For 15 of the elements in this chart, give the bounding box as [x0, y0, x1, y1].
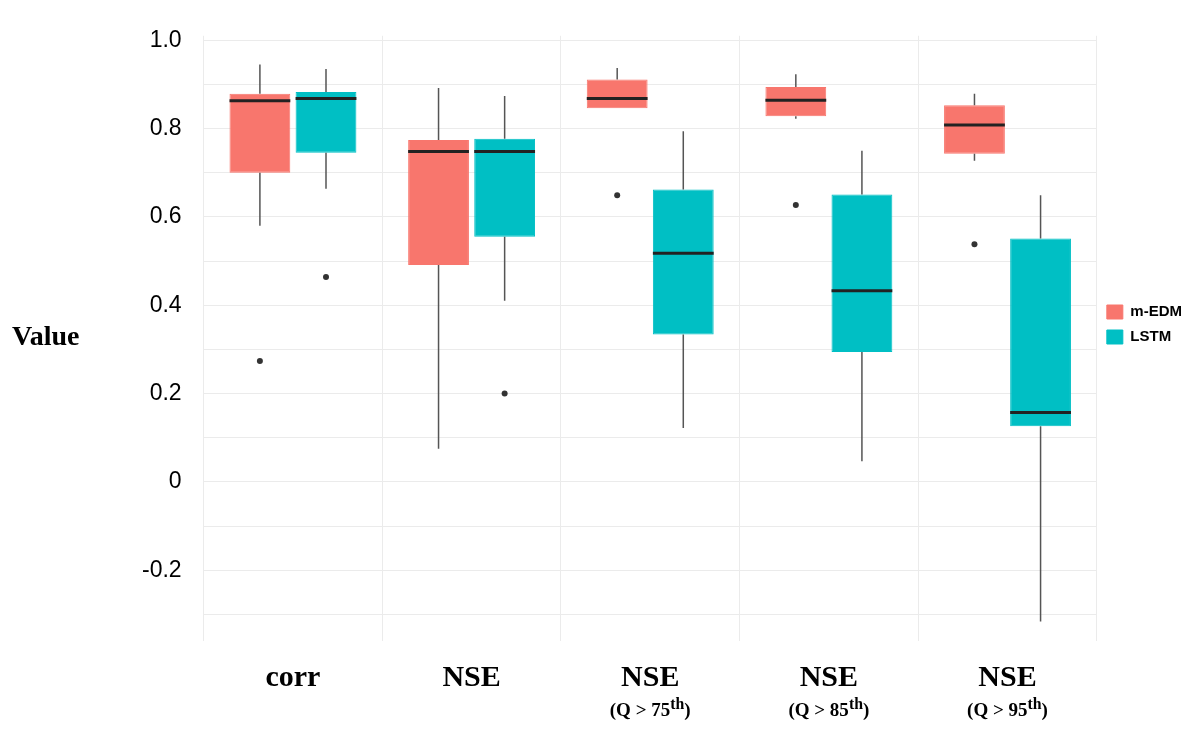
x-tick-label: NSE (Q > 85$^{th}$) [788, 659, 870, 722]
x-tick-label: NSE (Q > 75$^{th}$) [609, 659, 691, 722]
y-tick-label: -0.2 [141, 555, 182, 582]
y-tick-label: 0.6 [149, 202, 182, 229]
legend-label: LSTM [1130, 327, 1172, 345]
y-tick-label: 1.0 [149, 25, 182, 52]
x-tick-label: corr [265, 659, 321, 693]
y-axis-title: Value [12, 320, 80, 353]
y-tick-label: 0.4 [149, 290, 182, 317]
legend-label: m-EDM [1130, 302, 1183, 320]
y-tick-label: 0 [168, 467, 182, 494]
x-tick-label: NSE [442, 659, 501, 693]
y-tick-label: 0.2 [149, 378, 182, 405]
x-tick-label: NSE (Q > 95$^{th}$) [967, 659, 1048, 722]
y-tick-label: 0.8 [149, 113, 182, 140]
